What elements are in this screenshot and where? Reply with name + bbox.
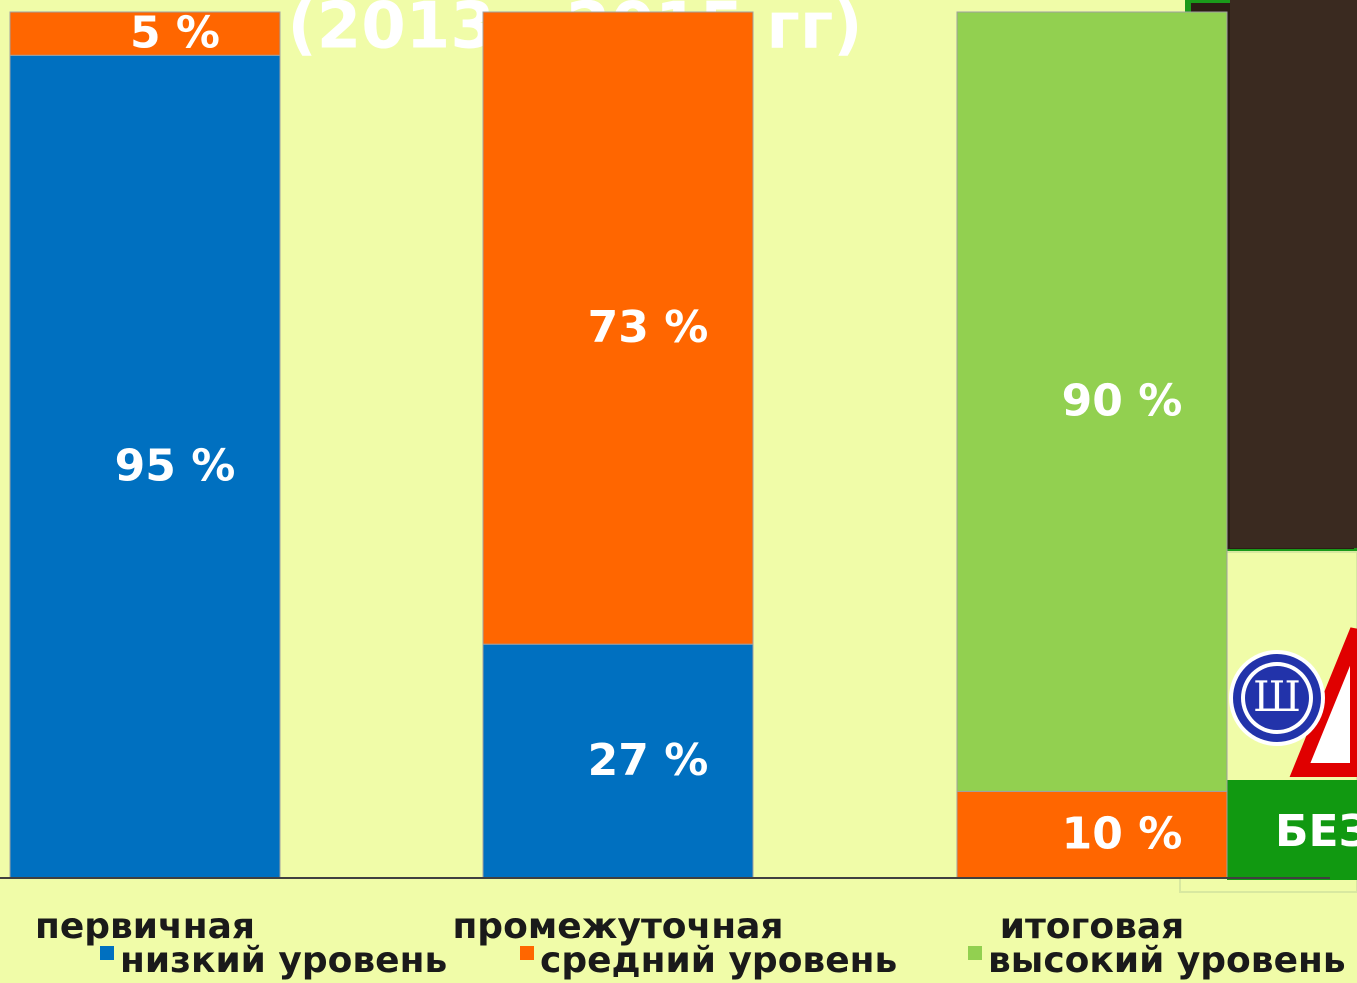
legend-marker [520, 946, 534, 960]
value-label: 10 % [1062, 809, 1183, 860]
legend-label: средний уровень [540, 940, 897, 981]
value-label: 27 % [588, 735, 709, 786]
legend-label: высокий уровень [988, 940, 1346, 981]
chart: Ш БЕЗ (2013 - 2015 гг) 95 %5 %первичная2… [0, 0, 1357, 983]
value-label: 90 % [1062, 376, 1183, 427]
value-label: 95 % [115, 441, 236, 492]
value-label: 73 % [588, 302, 709, 353]
photo-figure [1230, 0, 1357, 548]
banner-text: БЕЗ [1275, 806, 1357, 857]
logo-text: Ш [1253, 672, 1301, 721]
legend-marker [968, 946, 982, 960]
legend-marker [100, 946, 114, 960]
value-label: 5 % [130, 8, 220, 59]
legend-label: низкий уровень [120, 940, 447, 981]
page: {"chart_data": {"type": "stacked-bar", "… [0, 0, 1357, 983]
